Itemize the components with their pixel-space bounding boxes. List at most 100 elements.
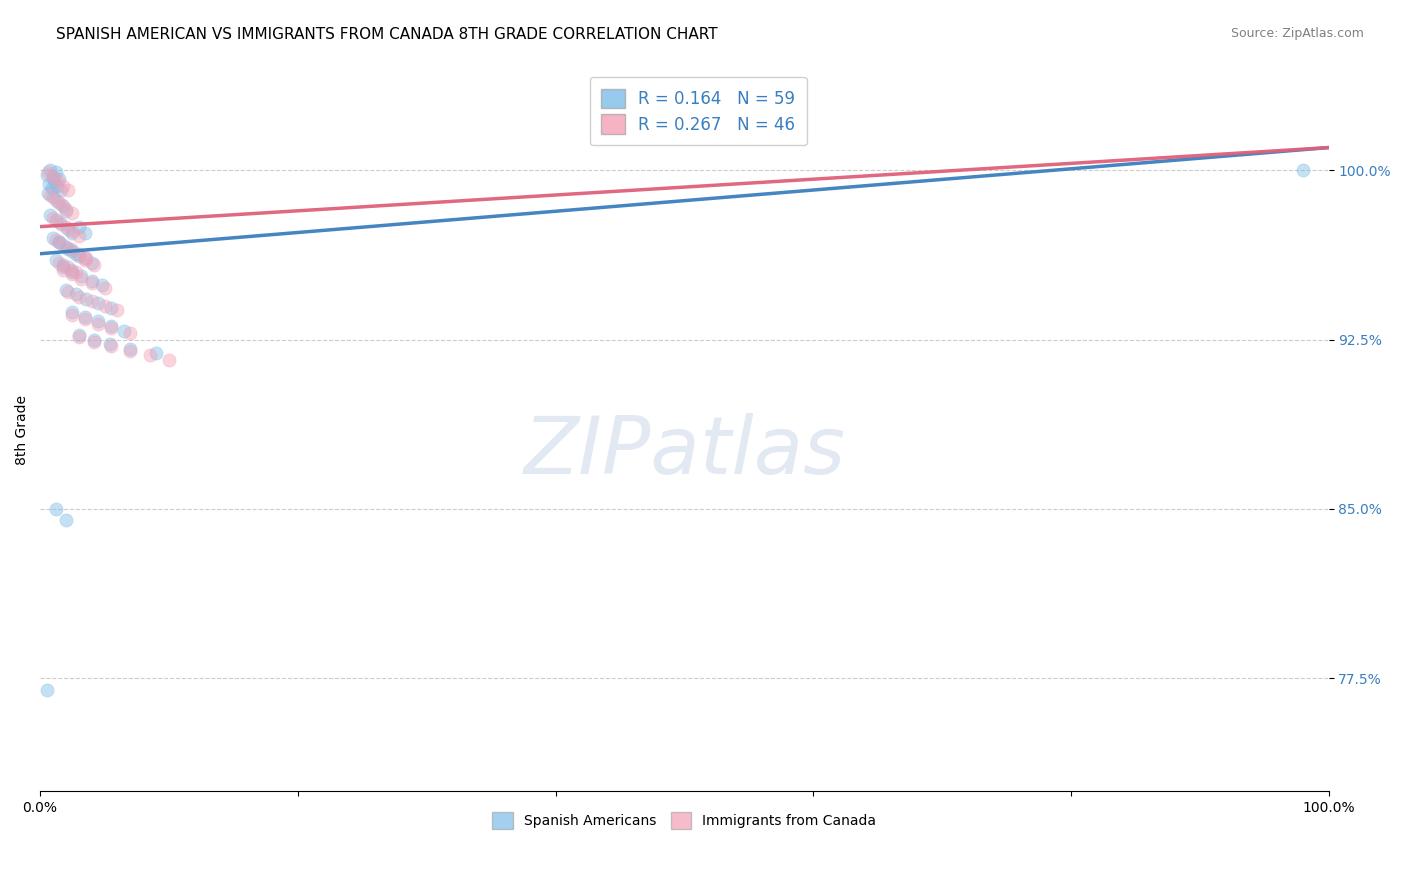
Point xyxy=(120,343,142,358)
Point xyxy=(120,342,142,356)
Point xyxy=(48,215,70,229)
Point xyxy=(100,318,122,333)
Point xyxy=(37,186,59,200)
Point xyxy=(45,233,67,247)
Point xyxy=(42,231,65,245)
Point xyxy=(39,208,62,222)
Text: ZIPatlas: ZIPatlas xyxy=(523,413,845,491)
Point xyxy=(75,253,97,268)
Point xyxy=(80,294,103,309)
Point xyxy=(55,513,77,527)
Point xyxy=(67,249,90,263)
Point xyxy=(52,178,75,193)
Point xyxy=(70,271,93,285)
Point xyxy=(60,267,83,281)
Point xyxy=(76,252,98,266)
Point xyxy=(80,276,103,290)
Point xyxy=(55,203,77,218)
Point xyxy=(138,348,160,362)
Point xyxy=(46,194,69,209)
Point xyxy=(48,256,70,270)
Point xyxy=(93,280,115,294)
Point xyxy=(67,246,90,260)
Point xyxy=(145,346,167,360)
Point xyxy=(100,321,122,335)
Text: SPANISH AMERICAN VS IMMIGRANTS FROM CANADA 8TH GRADE CORRELATION CHART: SPANISH AMERICAN VS IMMIGRANTS FROM CANA… xyxy=(56,27,718,42)
Point xyxy=(75,310,97,324)
Point xyxy=(75,227,97,241)
Point xyxy=(67,330,90,344)
Point xyxy=(91,278,114,293)
Point xyxy=(48,235,70,250)
Point xyxy=(98,337,121,351)
Point xyxy=(87,296,110,310)
Point xyxy=(45,193,67,207)
Point xyxy=(100,339,122,353)
Point xyxy=(67,228,90,243)
Legend: Spanish Americans, Immigrants from Canada: Spanish Americans, Immigrants from Canad… xyxy=(486,807,882,835)
Point xyxy=(58,242,80,256)
Point xyxy=(42,169,65,184)
Point xyxy=(52,262,75,277)
Point xyxy=(42,169,65,184)
Point xyxy=(65,246,87,260)
Y-axis label: 8th Grade: 8th Grade xyxy=(15,395,30,465)
Point xyxy=(75,252,97,266)
Point xyxy=(55,202,77,216)
Point xyxy=(83,258,105,272)
Point xyxy=(52,199,75,213)
Point xyxy=(60,206,83,220)
Point xyxy=(60,242,83,256)
Point xyxy=(38,177,60,191)
Point xyxy=(45,502,67,516)
Point xyxy=(37,165,59,179)
Point xyxy=(83,333,105,347)
Point xyxy=(58,285,80,299)
Point xyxy=(42,190,65,204)
Point xyxy=(52,260,75,275)
Point xyxy=(45,178,67,193)
Point xyxy=(65,265,87,279)
Point xyxy=(67,328,90,343)
Point xyxy=(60,262,83,277)
Point xyxy=(41,181,63,195)
Text: Source: ZipAtlas.com: Source: ZipAtlas.com xyxy=(1230,27,1364,40)
Point xyxy=(75,312,97,326)
Point xyxy=(67,219,90,234)
Point xyxy=(1292,163,1315,178)
Point xyxy=(76,292,98,306)
Point xyxy=(58,222,80,236)
Point xyxy=(107,303,129,318)
Point xyxy=(58,260,80,275)
Point xyxy=(93,299,115,313)
Point xyxy=(70,269,93,284)
Point xyxy=(60,244,83,259)
Point xyxy=(60,308,83,322)
Point xyxy=(45,165,67,179)
Point xyxy=(45,212,67,227)
Point xyxy=(46,174,69,188)
Point xyxy=(83,334,105,349)
Point xyxy=(87,314,110,328)
Point xyxy=(58,184,80,198)
Point xyxy=(52,237,75,252)
Point xyxy=(52,258,75,272)
Point xyxy=(60,265,83,279)
Point xyxy=(157,352,180,367)
Point xyxy=(55,219,77,234)
Point xyxy=(42,211,65,225)
Point xyxy=(80,274,103,288)
Point xyxy=(49,218,72,232)
Point xyxy=(100,301,122,315)
Point xyxy=(48,235,70,250)
Point xyxy=(112,324,135,338)
Point xyxy=(35,682,58,697)
Point xyxy=(45,253,67,268)
Point xyxy=(39,188,62,202)
Point xyxy=(55,240,77,254)
Point xyxy=(49,184,72,198)
Point xyxy=(60,224,83,238)
Point xyxy=(44,174,66,188)
Point xyxy=(60,227,83,241)
Point xyxy=(48,172,70,186)
